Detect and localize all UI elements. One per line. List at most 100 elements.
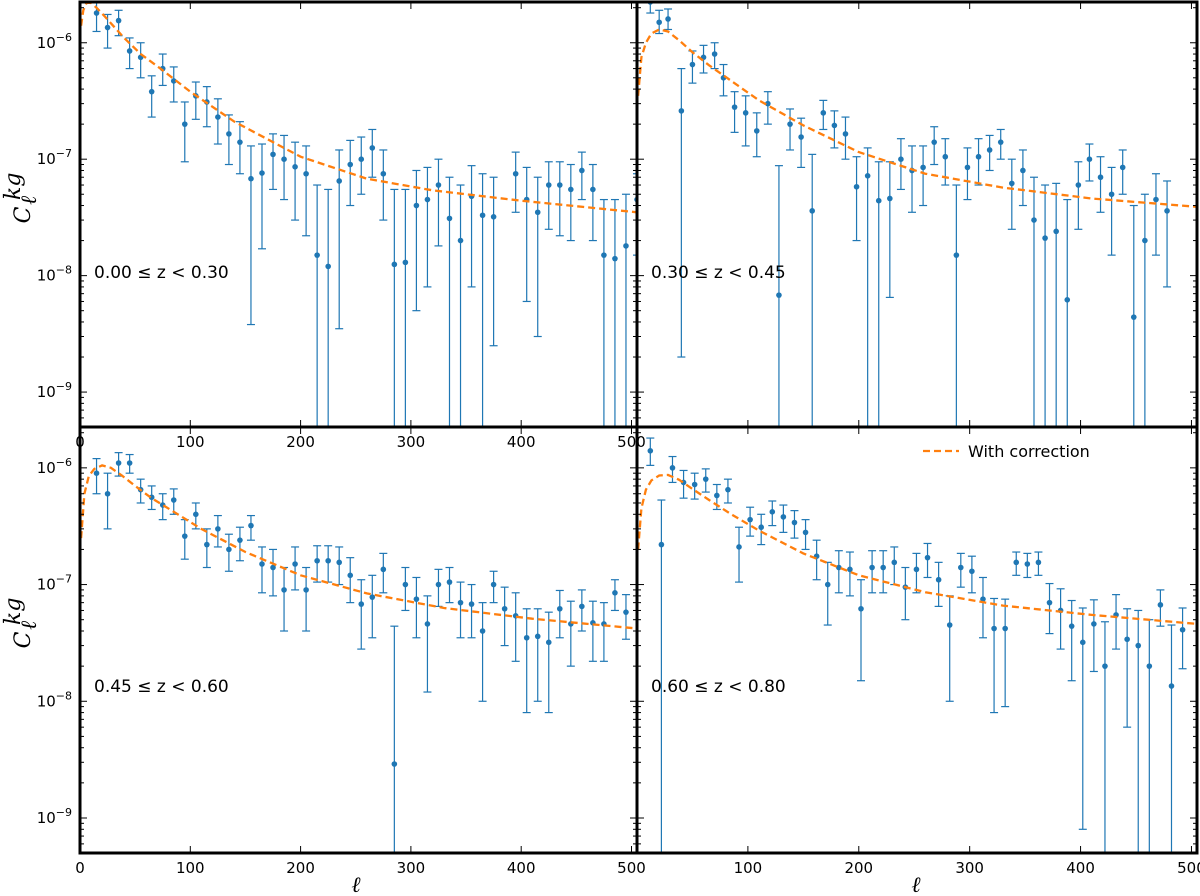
data-point — [623, 243, 629, 249]
y-tick-label: 10−6 — [37, 31, 72, 52]
data-point — [181, 121, 188, 127]
data-point — [924, 554, 931, 561]
data-point — [913, 566, 920, 573]
y-tick-label: 10−9 — [37, 380, 72, 401]
data-point — [115, 460, 122, 466]
data-point — [1013, 559, 1020, 566]
data-point — [347, 572, 354, 579]
data-point — [780, 514, 787, 520]
data-point — [1119, 164, 1126, 171]
data-point — [402, 259, 409, 266]
panel-frame — [78, 0, 639, 429]
data-point — [853, 183, 860, 190]
data-point — [935, 576, 942, 583]
data-point — [958, 564, 964, 571]
model-curve — [80, 2, 637, 214]
data-point — [920, 164, 926, 171]
data-point — [798, 134, 804, 140]
x-axis-titles: ℓ ℓ — [351, 873, 921, 896]
data-point — [435, 182, 442, 188]
data-point — [824, 581, 831, 588]
ylabel-top-super: kg — [1, 173, 26, 200]
panel-label: 0.60 ≤ z < 0.80 — [651, 677, 786, 697]
ylabel-bottom: C kg ℓ — [1, 598, 42, 649]
data-point — [678, 108, 685, 114]
data-point — [237, 139, 243, 145]
x-tick-label: 300 — [397, 859, 426, 877]
y-tick-label: 10−9 — [37, 806, 72, 827]
data-point — [702, 476, 709, 482]
x-tick-label: 400 — [507, 859, 536, 877]
data-point — [1179, 626, 1186, 633]
y-tick-label: 10−7 — [37, 147, 72, 168]
panel-frame — [78, 425, 639, 855]
data-point — [1068, 623, 1075, 629]
x-tick-label: 200 — [844, 859, 873, 877]
data-point — [259, 170, 265, 176]
model-curve — [637, 28, 1197, 208]
data-point — [714, 492, 720, 499]
data-point — [1168, 683, 1175, 689]
data-point — [1020, 167, 1026, 174]
panel-frame — [635, 425, 1199, 855]
data-point — [765, 100, 771, 107]
x-tick-label: 300 — [955, 859, 984, 877]
data-point — [1135, 642, 1142, 649]
legend-label: With correction — [968, 442, 1090, 461]
x-tick-label: 200 — [286, 859, 315, 877]
data-point — [1035, 559, 1042, 566]
data-point — [658, 541, 665, 548]
panel-frame — [635, 0, 1199, 429]
data-point — [523, 634, 530, 641]
data-point — [791, 519, 798, 526]
ylabel-bottom-main: C — [11, 631, 36, 648]
x-tick-label: 400 — [507, 433, 536, 451]
data-point — [402, 581, 409, 588]
data-point — [1053, 228, 1059, 235]
data-point — [226, 131, 232, 137]
data-point — [490, 214, 497, 220]
y-tick-exponent: −9 — [56, 380, 72, 393]
x-tick-label: 300 — [397, 433, 426, 451]
panel-bottom-right: 100 200 300 400 500 0.60 ≤ z < 0.80 — [635, 425, 1200, 877]
data-point — [446, 215, 453, 222]
ylabel-top-main: C — [11, 206, 36, 223]
plot-area — [80, 452, 637, 853]
x-tick-label: 200 — [286, 433, 315, 451]
panel-top-right: 0.30 ≤ z < 0.45 — [635, 0, 1199, 429]
data-point — [612, 255, 618, 262]
y-tick-exponent: −6 — [56, 31, 72, 44]
data-point — [1064, 297, 1071, 303]
data-point — [689, 61, 696, 68]
data-point — [665, 16, 671, 22]
data-point — [457, 599, 464, 606]
data-point — [1086, 156, 1093, 162]
data-point — [336, 559, 342, 566]
data-point — [742, 110, 749, 116]
data-point — [820, 110, 827, 116]
data-point — [980, 596, 986, 602]
panels: 10−9 10−8 10−7 10−6 0 100 200 300 400 500 0.00 ≤ z… — [37, 0, 1200, 877]
y-tick-exponent: −6 — [56, 456, 72, 469]
data-point — [413, 202, 420, 209]
data-point — [579, 603, 585, 610]
data-point — [942, 153, 949, 160]
data-point — [1157, 602, 1164, 608]
data-point — [1031, 217, 1037, 223]
data-point — [969, 568, 975, 575]
data-point — [612, 589, 618, 596]
data-point — [181, 533, 188, 539]
data-point — [391, 761, 398, 767]
y-tick-exponent: −8 — [56, 264, 72, 277]
data-point — [847, 566, 853, 573]
x-tick-label: 100 — [176, 859, 205, 877]
data-point — [226, 546, 232, 553]
data-point — [669, 465, 676, 471]
data-point — [887, 195, 893, 202]
data-point — [435, 581, 442, 588]
data-point — [270, 564, 276, 571]
data-point — [836, 564, 842, 571]
data-point — [104, 24, 111, 31]
y-tick-label: 10−7 — [37, 573, 72, 594]
